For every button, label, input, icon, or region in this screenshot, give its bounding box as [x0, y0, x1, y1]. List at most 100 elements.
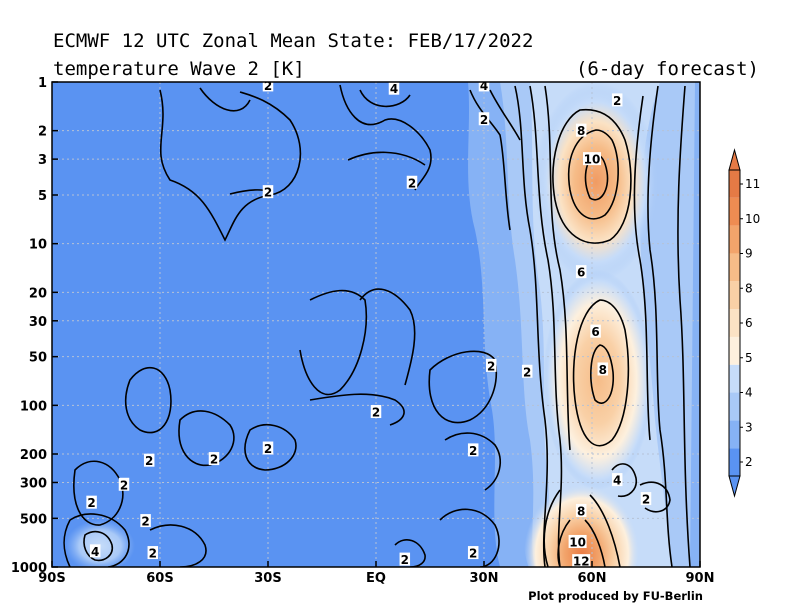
y-tick-label: 5 — [38, 189, 47, 204]
colorbar-label: 8 — [745, 281, 753, 295]
contour-label: 6 — [591, 325, 599, 339]
y-tick-label: 300 — [20, 476, 47, 491]
contour-line — [347, 151, 426, 166]
contour-line — [178, 410, 235, 467]
contour-label-bg — [406, 175, 418, 189]
x-axis: 90S 60S 30S EQ 30N 60N 90N — [38, 561, 714, 586]
contour-label: 2 — [264, 79, 272, 93]
plot-area: 2 4 4 2 2 8 10 2 2 6 6 8 2 2 2 2 2 2 2 2 2 2 4 2 4 2 8 10 12 2 2 — [52, 79, 700, 569]
y-tick-label: 1000 — [11, 561, 47, 576]
contour-label-bg — [572, 554, 591, 567]
x-tick-label: 60S — [146, 571, 173, 586]
contour-line — [159, 89, 302, 242]
contour-label: 12 — [573, 555, 590, 569]
colorbar: 2 3 4 5 6 8 9 10 11 — [728, 148, 760, 498]
contour-label: 8 — [599, 363, 607, 377]
fill-sh-surface-patch — [65, 520, 135, 567]
colorbar-extend-low — [728, 475, 741, 498]
y-tick-label: 100 — [20, 399, 47, 414]
colorbar-label: 4 — [745, 386, 753, 400]
x-tick-label: 90N — [686, 571, 715, 586]
contour-labels: 2 4 4 2 2 8 10 2 2 6 6 8 2 2 2 2 2 2 2 2 2 2 4 2 4 2 8 10 12 2 2 — [86, 79, 652, 569]
y-tick-label: 2 — [38, 125, 47, 140]
x-tick-label: 30S — [254, 571, 281, 586]
y-tick-label: 50 — [29, 351, 47, 366]
contour-label-bg — [640, 492, 652, 506]
contour-label-bg — [262, 82, 274, 92]
contour-line — [439, 508, 500, 567]
colorbar-segment — [729, 225, 740, 254]
contour-label: 2 — [469, 547, 477, 561]
colorbar-segment — [729, 392, 740, 421]
contour-label: 2 — [408, 176, 416, 190]
contour-line — [394, 539, 426, 567]
x-tick-label: EQ — [366, 571, 386, 586]
contour-label: 2 — [264, 186, 272, 200]
contour-line — [639, 481, 671, 513]
y-tick-label: 20 — [29, 286, 47, 301]
contour-label-bg — [262, 185, 274, 199]
contour-line — [543, 489, 621, 567]
contour-line — [557, 519, 606, 567]
contour-line — [73, 460, 124, 526]
contour-line — [584, 154, 609, 201]
contour-label: 4 — [390, 82, 398, 96]
colorbar-extend-high — [728, 148, 741, 171]
x-tick-label: 90S — [38, 571, 65, 586]
colorbar-segment — [729, 253, 740, 282]
contour-line — [359, 89, 411, 108]
y-tick-label: 3 — [38, 153, 47, 168]
contour-label: 2 — [401, 553, 409, 567]
y-tick-label: 1 — [38, 76, 47, 91]
contour-label-bg — [575, 265, 587, 279]
y-tick-label: 500 — [20, 512, 47, 527]
contour-label-bg — [590, 324, 601, 338]
contour-label-bg — [143, 453, 155, 467]
contour-label: 4 — [613, 474, 621, 488]
contour-label-bg — [575, 123, 587, 137]
contour-label: 2 — [149, 547, 157, 561]
contour-label-bg — [86, 495, 97, 509]
contour-label: 8 — [577, 124, 585, 138]
contour-label: 4 — [91, 545, 99, 559]
y-tick-label: 200 — [20, 448, 47, 463]
contour-line — [309, 393, 405, 426]
contour-label: 2 — [469, 444, 477, 458]
colorbar-segment — [729, 197, 740, 226]
contour-label-bg — [597, 362, 609, 376]
contour-label-bg — [611, 473, 623, 487]
contour-line — [359, 288, 416, 386]
contour-label-bg — [611, 93, 623, 107]
contour-line — [514, 85, 549, 567]
contour-label-bg — [478, 112, 490, 126]
contour-label: 2 — [210, 453, 218, 467]
contour-label-bg — [262, 441, 274, 455]
colorbar-segment — [729, 281, 740, 310]
contour-label: 2 — [642, 493, 650, 507]
contour-label: 2 — [141, 515, 149, 529]
contour-label-bg — [89, 544, 101, 558]
y-axis: 1 2 3 5 10 20 30 50 100 200 300 500 1000 — [11, 76, 58, 576]
contour-line — [444, 432, 501, 491]
colorbar-label: 3 — [745, 420, 753, 434]
contour-label-bg — [568, 534, 587, 548]
contour-label-bg — [399, 552, 411, 566]
contour-label-bg — [118, 477, 130, 491]
contour-line — [149, 524, 207, 567]
contour-label: 2 — [480, 113, 488, 127]
contour-label-bg — [147, 546, 159, 560]
chart-title-line2: temperature Wave 2 [K] — [53, 58, 305, 80]
colorbar-segment — [729, 170, 740, 198]
colorbar-label: 11 — [745, 177, 760, 191]
y-tick-label: 30 — [29, 315, 47, 330]
contour-line — [529, 85, 563, 567]
contour-label-bg — [388, 82, 400, 95]
contour-label: 2 — [523, 365, 531, 379]
chart-subtitle: (6-day forecast) — [576, 58, 759, 80]
contour-line — [199, 87, 251, 112]
fill-upper-maximum — [534, 82, 658, 282]
fill-mid-maximum — [543, 270, 653, 490]
contour-label: 2 — [120, 478, 128, 492]
colorbar-label: 5 — [745, 351, 753, 365]
contour-label-bg — [583, 152, 601, 166]
